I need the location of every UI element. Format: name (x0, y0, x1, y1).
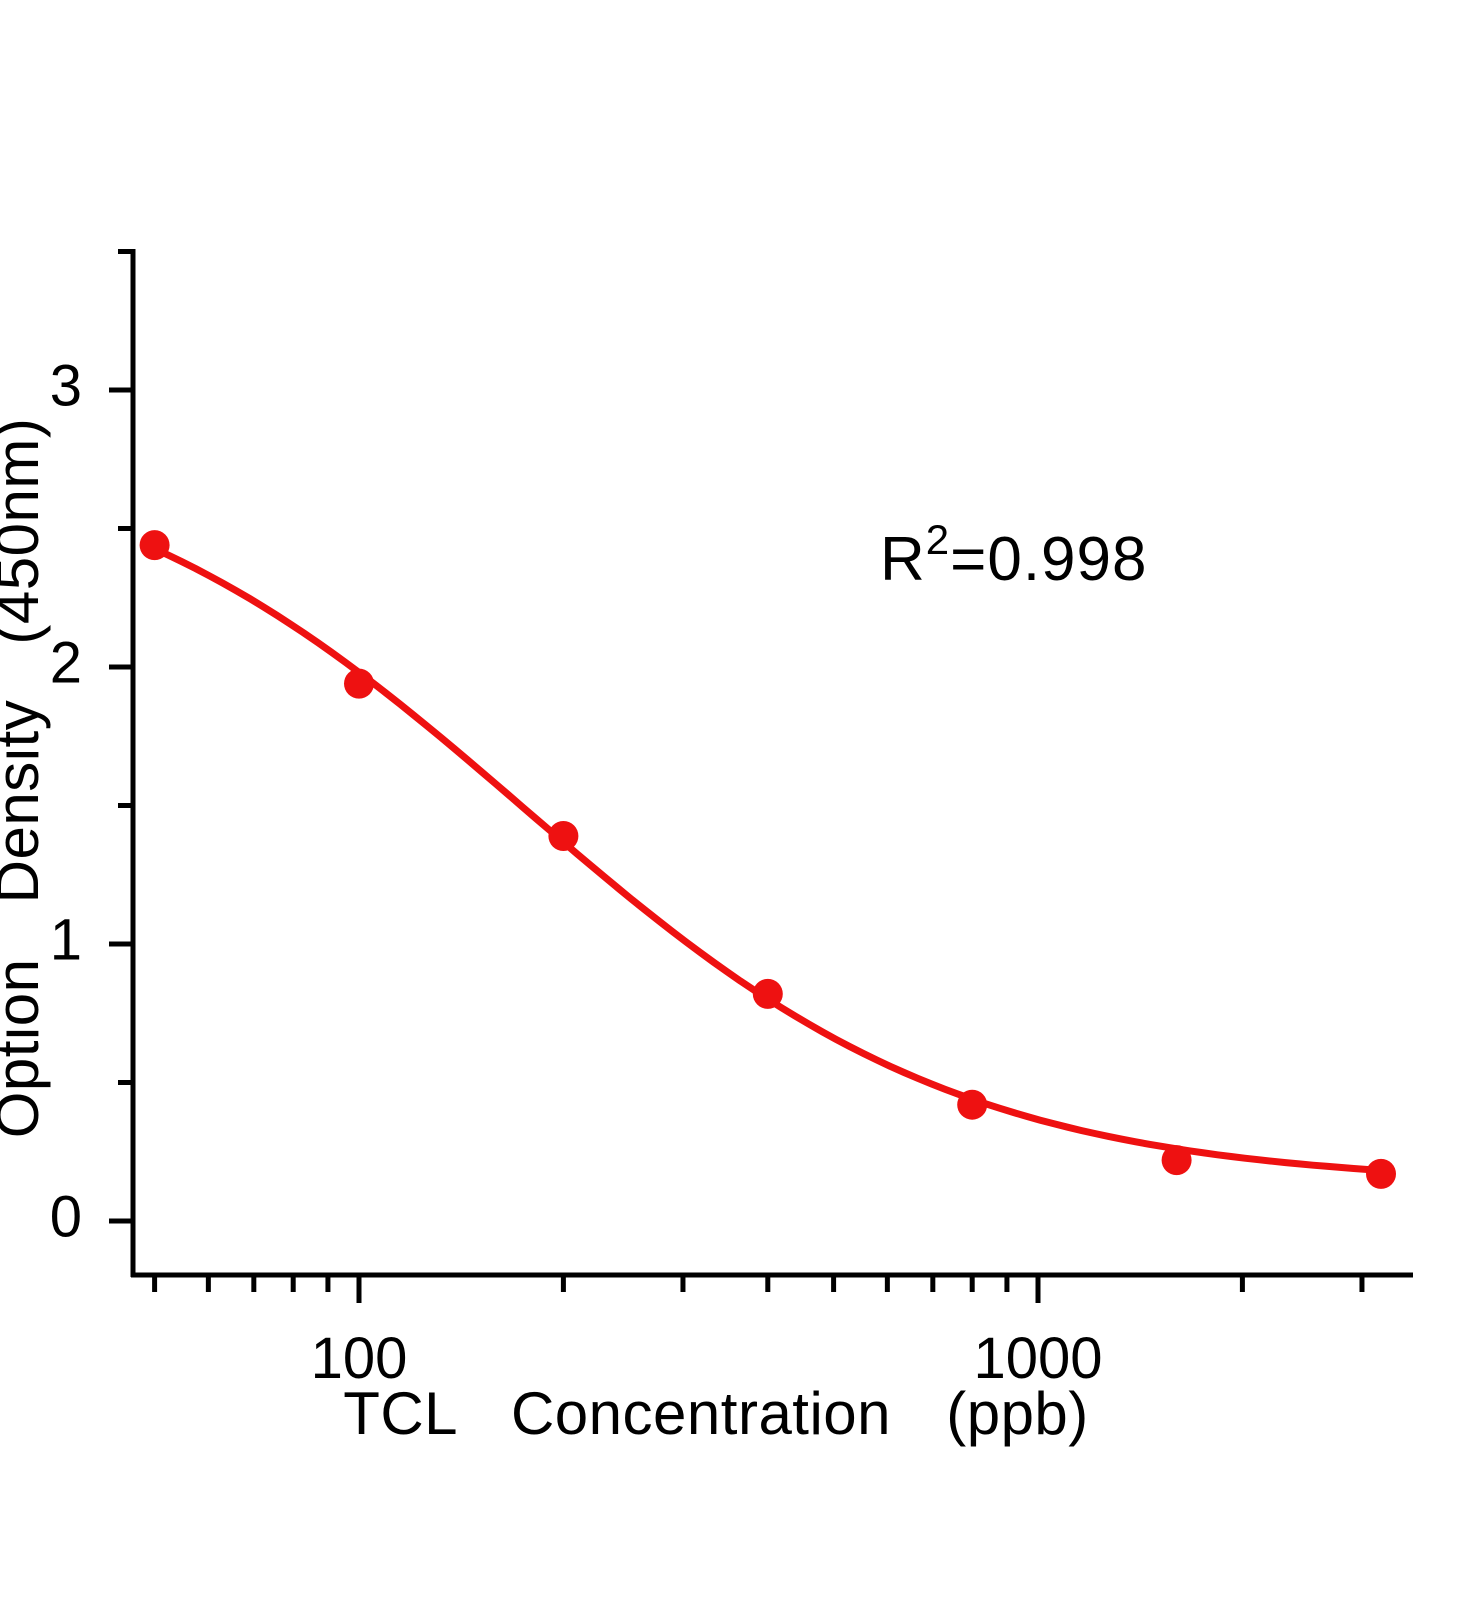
r-symbol: R (880, 525, 926, 594)
x-tick-label: 1000 (973, 1326, 1102, 1391)
y-tick-label: 2 (50, 631, 82, 696)
data-point (957, 1089, 988, 1120)
data-point (752, 978, 783, 1009)
data-point (548, 821, 579, 851)
fit-curve (151, 545, 1385, 1174)
axes-layer (109, 249, 1413, 1303)
tick-labels-layer: 0 1 2 3 100 1000 (50, 354, 1103, 1392)
data-point (344, 668, 374, 699)
x-tick-label: 100 (311, 1326, 408, 1391)
x-axis-title: TCL Concentration (ppb) (343, 1380, 1089, 1447)
data-points-layer (139, 530, 1396, 1189)
data-point (1366, 1158, 1396, 1189)
r-squared-annotation: R2=0.998 (880, 516, 1148, 594)
y-tick-label: 3 (50, 354, 82, 419)
data-point (139, 530, 170, 561)
y-tick-label: 0 (50, 1185, 82, 1250)
y-axis-title: Option Density (450nm) (0, 418, 51, 1139)
data-point (1161, 1145, 1192, 1176)
r-exponent: 2 (926, 516, 950, 563)
y-tick-label: 1 (50, 908, 82, 973)
fit-curve-layer (151, 545, 1385, 1174)
r-squared-value: =0.998 (950, 525, 1147, 594)
